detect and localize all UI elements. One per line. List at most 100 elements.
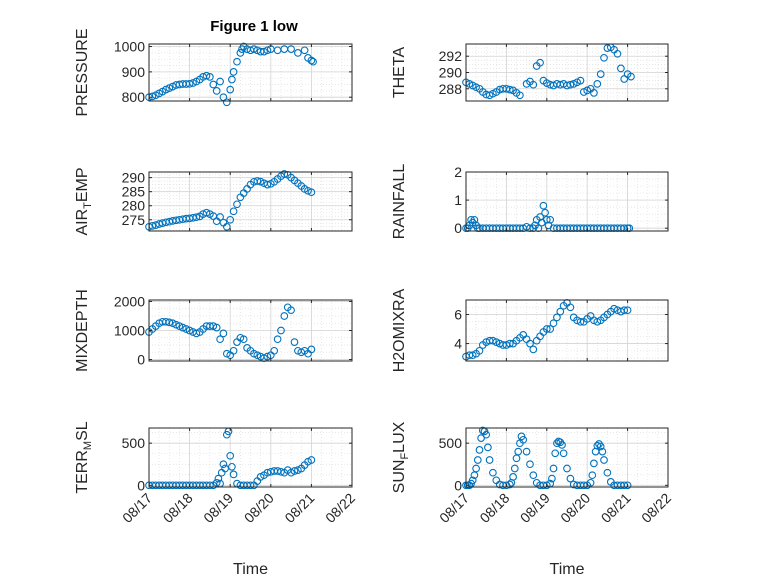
subplot-rainfall: 0 1 2 RAINFALL [391, 164, 669, 240]
x-axis-label: Time [233, 561, 268, 578]
data-point [539, 201, 548, 210]
y-tick-label: 285 [122, 184, 146, 200]
data-point [236, 49, 245, 57]
data-point [219, 460, 228, 469]
data-point [522, 447, 531, 456]
axes-box [148, 427, 353, 488]
data-point [620, 306, 629, 315]
data-point [549, 464, 558, 473]
data-point [229, 68, 238, 76]
data-point [549, 319, 558, 328]
axes-box [465, 427, 669, 488]
data-point [307, 56, 316, 65]
axes-box [148, 43, 353, 102]
data-point [590, 89, 598, 97]
data-point [239, 335, 248, 344]
data-point [627, 72, 635, 81]
data-point [280, 170, 289, 178]
data-point [541, 208, 549, 217]
data-point [263, 468, 272, 477]
data-point [263, 352, 272, 361]
data-point [151, 221, 160, 229]
data-point [468, 476, 477, 485]
data-point [473, 456, 482, 464]
data-point [290, 338, 299, 346]
y-tick-label: 1000 [114, 39, 145, 55]
data-point [596, 70, 605, 78]
data-point [603, 468, 612, 477]
data-point [233, 200, 241, 209]
data-point [556, 307, 565, 316]
data-point [263, 180, 272, 189]
x-tick-label: 08/19 [517, 490, 553, 526]
data-point [307, 345, 316, 354]
data-point [294, 49, 302, 57]
data-point [617, 64, 625, 73]
data-point [586, 478, 595, 487]
x-tick-label: 08/22 [322, 490, 358, 526]
data-point [221, 464, 229, 473]
series-markers [462, 299, 632, 361]
data-point [280, 312, 289, 320]
data-point [536, 58, 544, 67]
data-point [206, 481, 214, 490]
x-tick-label: 08/20 [241, 490, 277, 526]
data-point [566, 303, 575, 312]
data-point [165, 318, 174, 327]
data-point [300, 46, 309, 55]
y-tick-label: 2 [454, 164, 462, 180]
y-tick-label: 0 [454, 477, 462, 493]
data-point [214, 474, 223, 483]
y-tick-label: 0 [137, 352, 145, 368]
y-tick-label: 1 [454, 192, 462, 208]
series-markers [462, 201, 634, 233]
y-tick-label: 6 [454, 307, 462, 323]
data-point [212, 87, 221, 95]
data-point [576, 76, 585, 85]
series-markers [462, 426, 632, 490]
axes-box [465, 171, 669, 232]
data-point [553, 439, 561, 448]
x-tick-label: 08/17 [119, 490, 155, 526]
data-point [558, 441, 566, 449]
y-tick-label: 290 [439, 65, 463, 81]
data-point [529, 345, 538, 354]
y-tick-label: 290 [122, 170, 146, 186]
y-tick-label: 292 [439, 48, 463, 64]
y-axis-label: RAINFALL [391, 164, 408, 240]
y-axis-label: MIXDEPTH [74, 289, 91, 372]
x-axis-label: Time [550, 561, 585, 578]
y-tick-label: 500 [122, 435, 146, 451]
data-point [226, 85, 235, 94]
minor-grid [465, 299, 669, 361]
data-point [576, 317, 585, 326]
subplot-pressure: 800 900 1000 PRESSURE [74, 28, 353, 117]
y-axis-label: THETA [391, 47, 408, 99]
y-tick-label: 0 [137, 477, 145, 493]
data-point [526, 460, 534, 469]
data-point [542, 325, 551, 333]
data-point [623, 481, 632, 490]
subplot-terr_msl: 0 500 08/17 08/18 08/19 08/20 08/21 08/22 Time TE… [74, 421, 358, 578]
data-point [229, 207, 238, 216]
data-point [546, 325, 555, 333]
data-point [484, 443, 492, 452]
data-point [526, 339, 534, 348]
series-markers [145, 303, 316, 362]
x-tick-label: 08/20 [557, 490, 593, 526]
data-point [185, 79, 194, 88]
data-point [563, 464, 571, 473]
data-point [519, 435, 528, 444]
data-point [273, 335, 282, 344]
data-point [212, 478, 221, 487]
subplot-mixdepth: 0 1000 2000 MIXDEPTH [74, 289, 353, 372]
data-point [228, 462, 236, 471]
y-tick-label: 1000 [114, 323, 145, 339]
data-point [304, 186, 312, 195]
data-point [542, 215, 551, 224]
x-tick-label: 08/19 [200, 490, 236, 526]
data-point [192, 329, 201, 338]
data-point [270, 346, 279, 355]
data-point [233, 57, 241, 66]
